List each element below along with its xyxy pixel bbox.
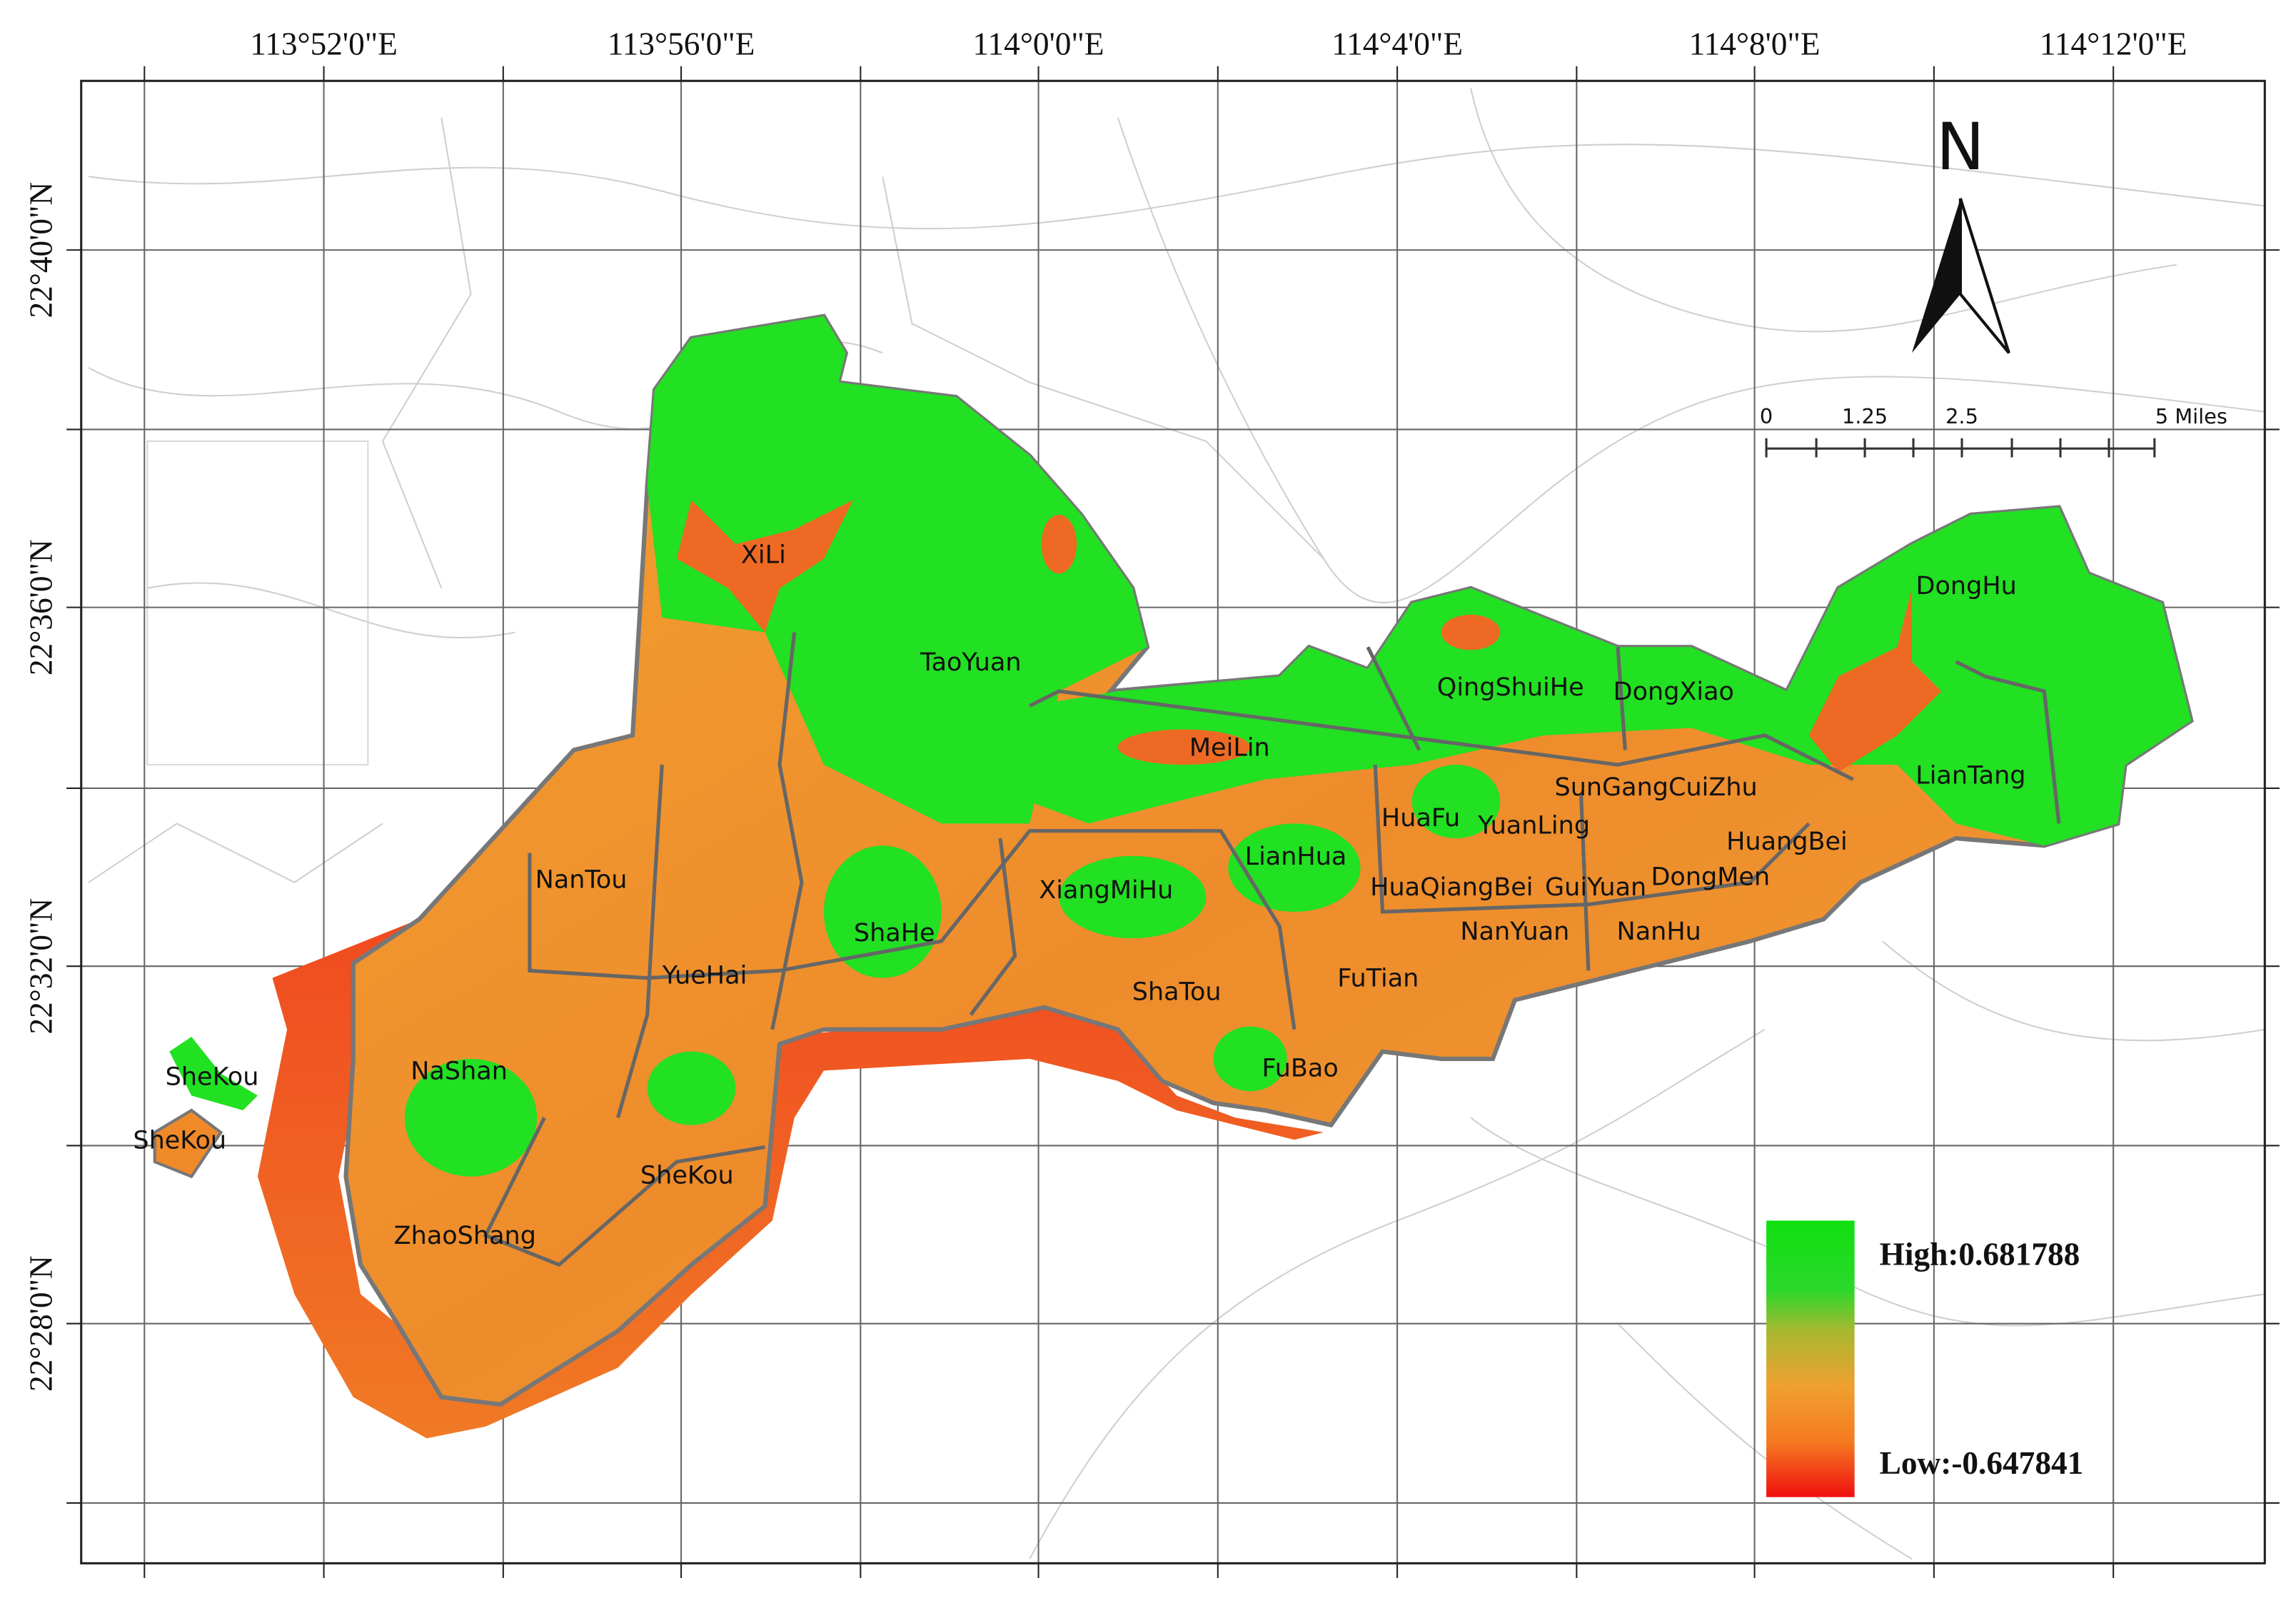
longitude-label: 114°4'0"E xyxy=(1331,26,1463,61)
longitude-label: 114°8'0"E xyxy=(1689,26,1821,61)
district-label: MeiLin xyxy=(1189,733,1270,762)
scale-label: 1.25 xyxy=(1842,404,1888,428)
district-label: ShaTou xyxy=(1132,978,1222,1006)
district-label: SheKou xyxy=(166,1063,259,1092)
sea-zone xyxy=(257,919,1324,1439)
district-label: DongHu xyxy=(1916,572,2017,601)
district-label: NanYuan xyxy=(1460,918,1569,946)
district-label: YueHai xyxy=(662,962,747,990)
north-arrow-right xyxy=(1958,198,2010,354)
district-label: ShaHe xyxy=(854,919,935,948)
legend: High:0.681788 Low:-0.647841 xyxy=(1766,1220,2083,1497)
district-label: DongXiao xyxy=(1613,678,1734,706)
north-arrow: N xyxy=(1911,110,2010,354)
vegetation xyxy=(169,316,2192,1177)
district-label: HuaFu xyxy=(1381,804,1460,833)
map-frame xyxy=(80,79,2266,1564)
legend-ramp xyxy=(1766,1220,1855,1497)
district-label: LianHua xyxy=(1245,843,1347,871)
district-label: TaoYuan xyxy=(920,648,1022,677)
district-label: SheKou xyxy=(640,1162,734,1190)
district-boundaries xyxy=(483,632,2061,1267)
latitude-label: 22°32'0"N xyxy=(24,898,59,1035)
district-labels: XiLi TaoYuan MeiLin QingShuiHe DongXiao DongH… xyxy=(133,541,2025,1251)
island xyxy=(153,1108,223,1179)
district-label: NanHu xyxy=(1617,918,1701,946)
district-label: FuTian xyxy=(1337,965,1419,993)
ndvi-surface xyxy=(153,313,2194,1439)
longitude-label: 114°0'0"E xyxy=(973,26,1104,61)
road-network xyxy=(88,88,2265,1560)
district-label: SheKou xyxy=(133,1126,226,1155)
district-label: DongMen xyxy=(1651,863,1770,892)
district-label: QingShuiHe xyxy=(1437,673,1584,702)
reservoirs xyxy=(676,500,1942,773)
district-label: SunGangCuiZhu xyxy=(1554,773,1757,802)
district-label: XiLi xyxy=(741,541,786,570)
legend-low: Low:-0.647841 xyxy=(1880,1445,2084,1481)
scale-label: 0 xyxy=(1760,404,1773,428)
legend-high: High:0.681788 xyxy=(1880,1236,2080,1272)
district-label: HuangBei xyxy=(1726,828,1848,856)
longitude-label: 114°12'0"E xyxy=(2040,26,2187,61)
district-label: XiangMiHu xyxy=(1039,876,1173,905)
district-label: ZhaoShang xyxy=(394,1222,536,1250)
north-label: N xyxy=(1936,110,1985,185)
latitude-label: 22°28'0"N xyxy=(24,1255,59,1392)
district-label: NaShan xyxy=(411,1057,508,1085)
district-label: YuanLing xyxy=(1477,812,1590,840)
longitude-label: 113°56'0"E xyxy=(608,26,755,61)
scale-label: 2.5 xyxy=(1945,404,1978,428)
district-label: HuaQiangBei xyxy=(1370,873,1533,902)
latitude-label: 22°36'0"N xyxy=(24,539,59,675)
district-label: FuBao xyxy=(1262,1054,1339,1082)
district-label: NanTou xyxy=(535,866,628,895)
district-label: GuiYuan xyxy=(1545,873,1646,902)
scale-label: 5 Miles xyxy=(2155,404,2227,428)
longitude-label: 113°52'0"E xyxy=(250,26,398,61)
latitude-label: 22°40'0"N xyxy=(24,182,59,318)
district-label: LianTang xyxy=(1915,761,2025,790)
scale-bar xyxy=(1765,438,2156,458)
